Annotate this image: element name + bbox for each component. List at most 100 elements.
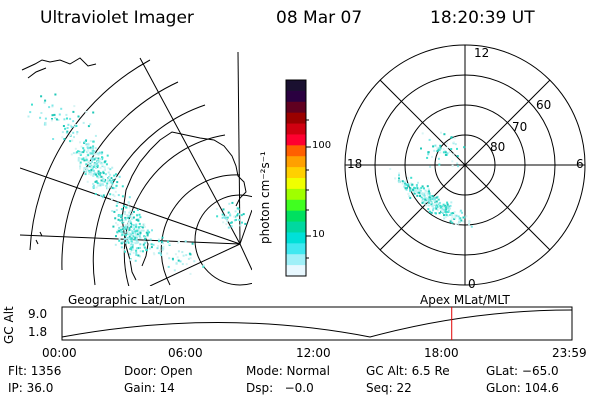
aurora-pixel bbox=[101, 151, 104, 154]
altitude-ytick-9: 9.0 bbox=[28, 307, 48, 321]
aurora-pixel bbox=[48, 106, 51, 109]
aurora-pixel bbox=[443, 210, 446, 213]
aurora-pixel bbox=[139, 226, 142, 229]
aurora-pixel bbox=[416, 191, 419, 194]
aurora-pixel bbox=[410, 188, 413, 191]
colorbar-tick-10: 10 bbox=[312, 229, 325, 240]
aurora-pixel bbox=[75, 152, 77, 155]
aurora-pixel bbox=[111, 182, 114, 185]
aurora-pixel bbox=[125, 234, 127, 237]
aurora-pixel bbox=[101, 183, 104, 186]
aurora-pixel bbox=[135, 236, 138, 239]
aurora-pixel bbox=[94, 164, 97, 167]
aurora-pixel bbox=[126, 237, 129, 239]
status-flt: Flt: 1356 bbox=[8, 364, 62, 378]
aurora-pixel bbox=[127, 232, 130, 235]
aurora-pixel bbox=[57, 119, 60, 121]
aurora-pixel bbox=[99, 162, 102, 165]
colorbar-cell bbox=[286, 265, 306, 277]
aurora-pixel bbox=[136, 241, 139, 244]
aurora-pixel bbox=[138, 255, 141, 258]
aurora-pixel bbox=[94, 147, 97, 150]
aurora-pixel bbox=[121, 240, 124, 243]
aurora-pixel bbox=[85, 167, 88, 169]
aurora-pixel bbox=[166, 252, 169, 255]
aurora-pixel bbox=[422, 192, 425, 195]
aurora-pixel bbox=[137, 231, 140, 234]
aurora-pixel bbox=[128, 228, 131, 231]
aurora-pixel bbox=[130, 241, 133, 244]
aurora-pixel bbox=[418, 192, 421, 195]
aurora-pixel bbox=[117, 214, 120, 216]
aurora-pixel bbox=[100, 179, 103, 182]
aurora-pixel bbox=[222, 208, 225, 211]
aurora-pixel bbox=[100, 162, 103, 164]
aurora-pixel bbox=[76, 131, 79, 134]
aurora-pixel bbox=[162, 247, 165, 250]
aurora-pixel bbox=[135, 218, 138, 221]
aurora-pixel bbox=[83, 140, 86, 143]
aurora-pixel bbox=[125, 226, 128, 229]
aurora-pixel bbox=[79, 165, 82, 168]
aurora-pixel bbox=[132, 237, 135, 240]
aurora-pixel bbox=[421, 194, 424, 196]
time-tick-1800: 18:00 bbox=[424, 346, 459, 360]
aurora-pixel bbox=[121, 218, 124, 221]
aurora-pixel bbox=[135, 232, 138, 235]
aurora-pixel bbox=[134, 242, 137, 245]
aurora-pixel bbox=[410, 176, 413, 179]
aurora-pixel bbox=[161, 248, 164, 251]
aurora-pixel bbox=[238, 213, 241, 216]
aurora-pixel bbox=[134, 235, 137, 238]
aurora-pixel bbox=[234, 215, 237, 218]
aurora-pixel bbox=[130, 241, 133, 244]
mlat-label-60: 60 bbox=[536, 98, 552, 112]
aurora-pixel bbox=[431, 198, 434, 200]
instrument-title: Ultraviolet Imager bbox=[40, 8, 194, 28]
aurora-pixel bbox=[121, 195, 124, 198]
aurora-pixel bbox=[137, 234, 140, 237]
aurora-pixel bbox=[104, 168, 106, 171]
aurora-pixel bbox=[398, 177, 400, 180]
aurora-pixel bbox=[451, 160, 454, 163]
aurora-pixel bbox=[428, 190, 430, 193]
aurora-pixel bbox=[97, 172, 100, 174]
aurora-pixel bbox=[404, 180, 407, 183]
aurora-pixel bbox=[167, 265, 170, 268]
aurora-pixel bbox=[90, 164, 93, 167]
aurora-pixel bbox=[432, 145, 435, 148]
aurora-pixel bbox=[63, 138, 66, 141]
aurora-pixel bbox=[124, 230, 127, 233]
aurora-pixel bbox=[29, 111, 32, 114]
aurora-pixel bbox=[129, 242, 132, 244]
aurora-pixel bbox=[130, 238, 133, 241]
aurora-pixel bbox=[96, 160, 99, 163]
aurora-pixel bbox=[133, 234, 136, 237]
aurora-pixel bbox=[101, 179, 104, 182]
aurora-pixel bbox=[433, 196, 436, 199]
aurora-pixel bbox=[127, 241, 130, 244]
aurora-pixel bbox=[134, 225, 137, 228]
aurora-pixel bbox=[128, 214, 131, 217]
aurora-pixel bbox=[457, 215, 460, 218]
aurora-pixel bbox=[143, 242, 146, 245]
aurora-pixel bbox=[158, 240, 160, 243]
aurora-pixel bbox=[181, 263, 184, 266]
aurora-pixel bbox=[115, 222, 117, 224]
aurora-pixel bbox=[150, 246, 153, 249]
aurora-pixel bbox=[106, 187, 109, 190]
aurora-pixel bbox=[130, 233, 133, 236]
aurora-pixel bbox=[131, 224, 134, 227]
aurora-pixel bbox=[135, 239, 138, 242]
aurora-pixel bbox=[406, 187, 408, 189]
aurora-pixel bbox=[407, 185, 410, 187]
aurora-pixel bbox=[430, 202, 433, 205]
aurora-pixel bbox=[442, 206, 445, 209]
aurora-pixel bbox=[92, 157, 94, 160]
aurora-pixel bbox=[233, 219, 236, 222]
aurora-pixel bbox=[439, 207, 442, 210]
aurora-pixel bbox=[51, 104, 54, 107]
aurora-pixel bbox=[102, 194, 105, 197]
aurora-pixel bbox=[225, 223, 228, 226]
